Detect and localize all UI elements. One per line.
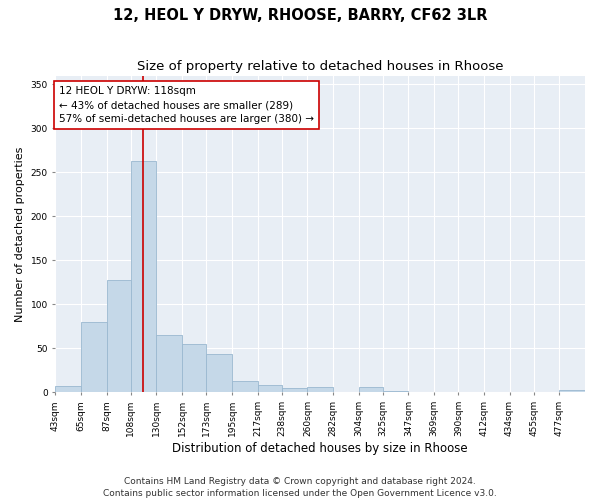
Bar: [81, 322, 107, 392]
Bar: [206, 354, 232, 393]
Bar: [232, 381, 257, 392]
Bar: [157, 335, 182, 392]
Bar: [55, 386, 81, 392]
Bar: [307, 387, 333, 392]
X-axis label: Distribution of detached houses by size in Rhoose: Distribution of detached houses by size …: [172, 442, 468, 455]
Bar: [359, 387, 383, 392]
Bar: [383, 390, 409, 392]
Bar: [257, 386, 282, 392]
Text: 12 HEOL Y DRYW: 118sqm
← 43% of detached houses are smaller (289)
57% of semi-de: 12 HEOL Y DRYW: 118sqm ← 43% of detached…: [59, 86, 314, 124]
Y-axis label: Number of detached properties: Number of detached properties: [15, 146, 25, 322]
Text: 12, HEOL Y DRYW, RHOOSE, BARRY, CF62 3LR: 12, HEOL Y DRYW, RHOOSE, BARRY, CF62 3LR: [113, 8, 487, 22]
Bar: [182, 344, 206, 393]
Bar: [131, 161, 157, 392]
Text: Contains HM Land Registry data © Crown copyright and database right 2024.
Contai: Contains HM Land Registry data © Crown c…: [103, 476, 497, 498]
Bar: [559, 390, 585, 392]
Title: Size of property relative to detached houses in Rhoose: Size of property relative to detached ho…: [137, 60, 503, 73]
Bar: [282, 388, 307, 392]
Bar: [107, 280, 131, 392]
